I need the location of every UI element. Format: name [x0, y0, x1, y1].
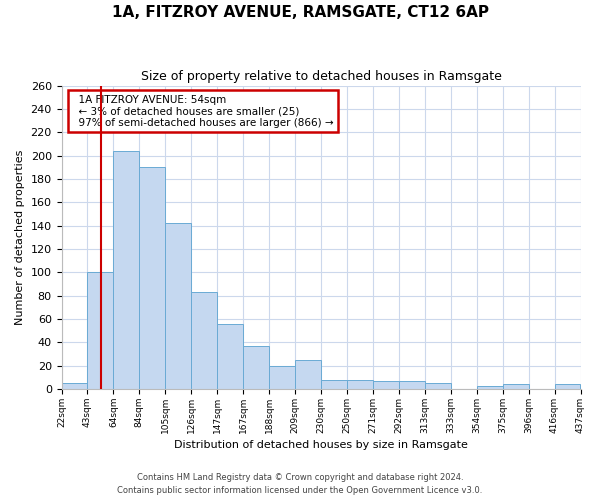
Bar [477, 386, 503, 389]
Y-axis label: Number of detached properties: Number of detached properties [15, 150, 25, 325]
Bar [217, 324, 243, 389]
Bar [139, 168, 166, 389]
Bar [554, 384, 580, 389]
Text: 1A, FITZROY AVENUE, RAMSGATE, CT12 6AP: 1A, FITZROY AVENUE, RAMSGATE, CT12 6AP [112, 5, 488, 20]
Bar [399, 381, 425, 389]
Bar [269, 366, 295, 389]
Bar [321, 380, 347, 389]
Bar [503, 384, 529, 389]
Bar [88, 272, 113, 389]
Bar [373, 381, 399, 389]
Text: Contains HM Land Registry data © Crown copyright and database right 2024.
Contai: Contains HM Land Registry data © Crown c… [118, 474, 482, 495]
Title: Size of property relative to detached houses in Ramsgate: Size of property relative to detached ho… [140, 70, 502, 83]
Bar [425, 383, 451, 389]
Bar [166, 224, 191, 389]
Bar [191, 292, 217, 389]
X-axis label: Distribution of detached houses by size in Ramsgate: Distribution of detached houses by size … [174, 440, 468, 450]
Bar [62, 383, 88, 389]
Bar [295, 360, 321, 389]
Bar [347, 380, 373, 389]
Bar [113, 151, 139, 389]
Bar [243, 346, 269, 389]
Text: 1A FITZROY AVENUE: 54sqm
  ← 3% of detached houses are smaller (25)
  97% of sem: 1A FITZROY AVENUE: 54sqm ← 3% of detache… [72, 94, 334, 128]
